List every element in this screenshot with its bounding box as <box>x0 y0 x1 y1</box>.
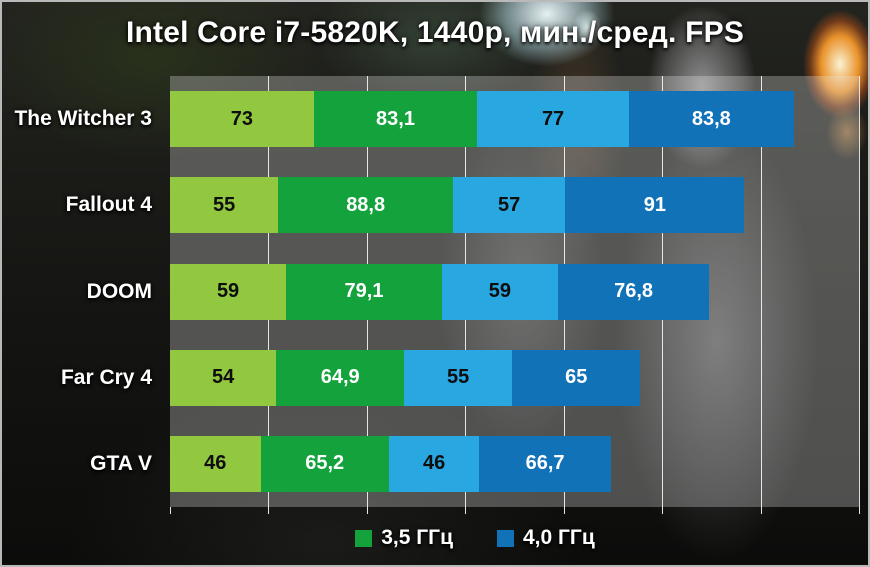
axis-tick <box>465 507 466 514</box>
bar-segment: 65,2 <box>260 435 389 492</box>
bar-segment: 46 <box>388 435 480 492</box>
stacked-bar: 54 64,9 55 65 <box>170 349 641 406</box>
axis-tick <box>170 507 171 514</box>
bar-segment: 59 <box>170 263 287 320</box>
bar-row: The Witcher 3 73 83,1 77 83,8 <box>2 91 868 148</box>
legend-item: 4,0 ГГц <box>497 526 595 550</box>
stacked-bar: 55 88,8 57 91 <box>170 177 745 234</box>
category-label: Fallout 4 <box>65 193 152 217</box>
bar-segment: 55 <box>404 349 513 406</box>
category-label: Far Cry 4 <box>60 365 152 389</box>
stacked-bar: 59 79,1 59 76,8 <box>170 263 710 320</box>
bar-segment: 59 <box>441 263 558 320</box>
legend-swatch-icon <box>497 529 514 547</box>
legend: 3,5 ГГц 4,0 ГГц <box>2 526 868 550</box>
bar-segment: 66,7 <box>479 435 611 492</box>
legend-swatch-icon <box>355 529 373 547</box>
bar-row: GTA V 46 65,2 46 66,7 <box>2 435 868 492</box>
category-label: The Witcher 3 <box>14 107 152 131</box>
bar-segment: 83,1 <box>313 91 478 148</box>
bar-segment: 77 <box>477 91 629 148</box>
category-label: GTA V <box>90 451 152 475</box>
bar-segment: 76,8 <box>557 263 710 320</box>
axis-tick <box>564 507 565 514</box>
category-label: DOOM <box>86 279 152 303</box>
bar-row: Far Cry 4 54 64,9 55 65 <box>2 349 868 406</box>
legend-label: 3,5 ГГц <box>381 526 453 549</box>
bar-segment: 54 <box>170 349 277 406</box>
bar-segment: 55 <box>170 177 279 234</box>
bar-segment: 79,1 <box>286 263 442 320</box>
stacked-bar: 73 83,1 77 83,8 <box>170 91 794 148</box>
gridline <box>761 76 762 507</box>
bar-segment: 65 <box>512 349 641 406</box>
bar-segment: 83,8 <box>628 91 794 148</box>
bar-segment: 91 <box>565 177 745 234</box>
bar-row: Fallout 4 55 88,8 57 91 <box>2 177 868 234</box>
bar-segment: 64,9 <box>276 349 405 406</box>
bar-segment: 73 <box>170 91 314 148</box>
gridline <box>859 76 860 507</box>
bar-segment: 88,8 <box>278 177 454 234</box>
bar-segment: 57 <box>453 177 566 234</box>
legend-item: 3,5 ГГц <box>355 526 453 550</box>
axis-tick <box>761 507 762 514</box>
axis-tick <box>859 507 860 514</box>
axis-tick <box>367 507 368 514</box>
axis-tick <box>662 507 663 514</box>
chart-title: Intel Core i7-5820K, 1440p, мин./сред. F… <box>125 16 745 49</box>
bar-segment: 46 <box>170 435 261 492</box>
legend-label: 4,0 ГГц <box>523 526 595 549</box>
bar-row: DOOM 59 79,1 59 76,8 <box>2 263 868 320</box>
axis-tick <box>268 507 269 514</box>
stacked-bar: 46 65,2 46 66,7 <box>170 435 611 492</box>
